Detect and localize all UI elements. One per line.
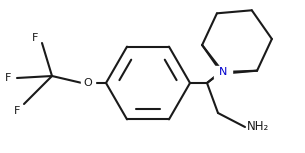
Text: O: O [84, 78, 92, 88]
Text: NH₂: NH₂ [247, 121, 269, 134]
Bar [214, 66, 232, 78]
Bar [81, 77, 95, 89]
Text: F: F [32, 33, 38, 43]
Text: N: N [219, 67, 227, 77]
Text: F: F [14, 106, 20, 116]
Text: F: F [5, 73, 11, 83]
